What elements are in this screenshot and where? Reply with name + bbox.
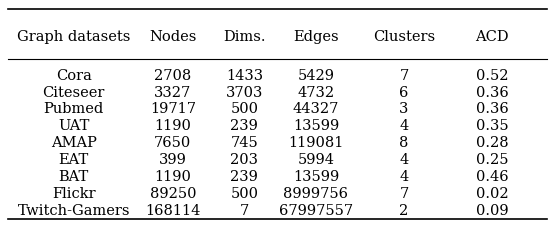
Text: 4: 4 xyxy=(399,153,409,166)
Text: 1433: 1433 xyxy=(226,68,263,82)
Text: 500: 500 xyxy=(230,102,258,116)
Text: 2: 2 xyxy=(399,203,409,217)
Text: Flickr: Flickr xyxy=(52,186,96,200)
Text: 19717: 19717 xyxy=(150,102,196,116)
Text: Graph datasets: Graph datasets xyxy=(17,30,131,44)
Text: 2708: 2708 xyxy=(154,68,192,82)
Text: 500: 500 xyxy=(230,186,258,200)
Text: Edges: Edges xyxy=(293,30,339,44)
Text: 0.35: 0.35 xyxy=(476,119,509,133)
Text: 5994: 5994 xyxy=(297,153,335,166)
Text: 168114: 168114 xyxy=(145,203,201,217)
Text: Pubmed: Pubmed xyxy=(44,102,104,116)
Text: 13599: 13599 xyxy=(293,169,339,183)
Text: 0.25: 0.25 xyxy=(476,153,509,166)
Text: 3: 3 xyxy=(399,102,409,116)
Text: 7: 7 xyxy=(399,68,409,82)
Text: 4: 4 xyxy=(399,119,409,133)
Text: 8999756: 8999756 xyxy=(284,186,348,200)
Text: 239: 239 xyxy=(230,169,258,183)
Text: 0.28: 0.28 xyxy=(476,136,509,150)
Text: 44327: 44327 xyxy=(293,102,339,116)
Text: AMAP: AMAP xyxy=(51,136,97,150)
Text: 399: 399 xyxy=(159,153,187,166)
Text: 239: 239 xyxy=(230,119,258,133)
Text: 1190: 1190 xyxy=(155,119,191,133)
Text: 89250: 89250 xyxy=(150,186,196,200)
Text: 119081: 119081 xyxy=(288,136,343,150)
Text: BAT: BAT xyxy=(59,169,89,183)
Text: ACD: ACD xyxy=(475,30,509,44)
Text: 6: 6 xyxy=(399,85,409,99)
Text: Nodes: Nodes xyxy=(149,30,197,44)
Text: UAT: UAT xyxy=(58,119,90,133)
Text: Citeseer: Citeseer xyxy=(43,85,105,99)
Text: 4732: 4732 xyxy=(297,85,335,99)
Text: 7: 7 xyxy=(399,186,409,200)
Text: Cora: Cora xyxy=(56,68,92,82)
Text: 203: 203 xyxy=(230,153,258,166)
Text: 67997557: 67997557 xyxy=(279,203,353,217)
Text: Clusters: Clusters xyxy=(373,30,435,44)
Text: 0.46: 0.46 xyxy=(476,169,509,183)
Text: 0.36: 0.36 xyxy=(476,85,509,99)
Text: 5429: 5429 xyxy=(297,68,335,82)
Text: EAT: EAT xyxy=(59,153,89,166)
Text: 745: 745 xyxy=(230,136,258,150)
Text: 0.36: 0.36 xyxy=(476,102,509,116)
Text: 3327: 3327 xyxy=(154,85,192,99)
Text: 0.09: 0.09 xyxy=(476,203,509,217)
Text: 7650: 7650 xyxy=(154,136,192,150)
Text: 7: 7 xyxy=(240,203,249,217)
Text: 0.02: 0.02 xyxy=(476,186,509,200)
Text: 13599: 13599 xyxy=(293,119,339,133)
Text: 1190: 1190 xyxy=(155,169,191,183)
Text: Dims.: Dims. xyxy=(223,30,266,44)
Text: 3703: 3703 xyxy=(225,85,263,99)
Text: 4: 4 xyxy=(399,169,409,183)
Text: 0.52: 0.52 xyxy=(476,68,509,82)
Text: Twitch-Gamers: Twitch-Gamers xyxy=(18,203,130,217)
Text: 8: 8 xyxy=(399,136,409,150)
